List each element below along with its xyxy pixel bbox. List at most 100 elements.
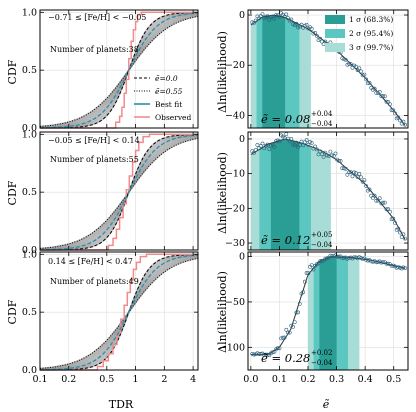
sample-point <box>306 142 311 147</box>
sample-point <box>352 255 357 260</box>
legend-best-fit: Best fit <box>155 100 182 109</box>
sample-point <box>318 36 323 41</box>
sample-point <box>286 330 290 335</box>
sample-point <box>279 336 284 341</box>
model-curve <box>39 13 199 129</box>
sample-point <box>319 258 324 263</box>
legend-sigma1: 1 σ (68.3%) <box>349 15 393 24</box>
result-minus-3: −0.04 <box>311 359 333 367</box>
y-tick-label: 0.0 <box>22 365 37 376</box>
sample-point <box>274 13 279 18</box>
model-curve <box>40 134 199 251</box>
sample-point <box>291 324 295 329</box>
sample-point <box>336 158 341 163</box>
sample-point <box>350 174 355 179</box>
observed-step <box>40 133 198 251</box>
sample-point <box>253 18 258 23</box>
x-tick-label: 0.2 <box>300 374 315 385</box>
result-2: ẽ = 0.12 +0.05 −0.04 <box>261 231 333 249</box>
result-3: ẽ = 0.28 +0.02 −0.04 <box>261 349 333 367</box>
model-curve <box>39 255 199 371</box>
sample-point <box>387 209 392 214</box>
sample-point <box>272 16 277 21</box>
sample-point <box>299 22 304 27</box>
sample-point <box>284 12 289 17</box>
sample-point <box>250 20 255 25</box>
sample-point <box>313 144 318 149</box>
model-curve <box>39 256 199 370</box>
sample-point <box>294 140 299 145</box>
best-fit-curve <box>39 254 199 371</box>
sample-point <box>401 232 406 237</box>
legend-e0: ẽ=0.0 <box>155 74 178 83</box>
y-tick-label: −50 <box>225 297 245 308</box>
sample-point <box>343 166 348 171</box>
range-label-2: −0.05 ≤ [Fe/H] < 0.14 <box>48 136 140 145</box>
sample-point <box>403 266 408 271</box>
model-curve <box>39 14 199 128</box>
sample-point <box>374 91 379 95</box>
y-tick-label: 1.0 <box>22 129 37 140</box>
best-fit-curve <box>39 134 199 251</box>
y-tick-label: 1.0 <box>22 249 37 260</box>
sample-point <box>336 254 341 259</box>
x-tick-label: 0.5 <box>99 374 114 385</box>
sample-point <box>393 220 397 225</box>
sample-point <box>301 143 306 148</box>
model-curve <box>39 256 199 370</box>
model-curve <box>39 257 199 370</box>
likelihood-panel-2: 0 −10 −20 −30 <box>225 131 409 251</box>
sample-point <box>294 310 299 315</box>
y-tick-label: 0.0 <box>22 245 37 256</box>
sample-point <box>267 17 272 22</box>
best-fit-curve <box>39 12 199 129</box>
sample-point <box>260 12 265 17</box>
sample-point <box>386 261 391 266</box>
sample-point <box>269 15 273 20</box>
sample-point <box>301 290 306 295</box>
x-tick-label: 4 <box>190 374 196 385</box>
sample-point <box>360 257 365 261</box>
sample-point <box>398 118 402 123</box>
observed-step <box>40 253 198 371</box>
legend-e055: ẽ=0.55 <box>155 87 183 96</box>
sample-point <box>311 31 316 36</box>
sample-point <box>359 175 363 180</box>
axes-frame <box>247 131 409 251</box>
result-plus-2: +0.05 <box>311 231 332 239</box>
x-tick-label: 0.0 <box>243 374 258 385</box>
sample-point <box>282 335 287 340</box>
sample-point <box>374 260 379 265</box>
sample-point <box>364 77 369 82</box>
axes-frame <box>39 251 199 371</box>
sample-point <box>319 152 324 157</box>
model-curve <box>39 15 199 128</box>
sample-point <box>342 255 346 260</box>
sample-point <box>267 147 272 152</box>
axes-frame <box>247 251 409 371</box>
sample-point <box>401 265 406 270</box>
sample-point <box>321 154 326 159</box>
x-tick-label: 0.1 <box>32 374 47 385</box>
sample-point <box>314 147 319 152</box>
model-curve <box>39 136 199 250</box>
sample-point <box>275 346 280 351</box>
x-tick-label: 0.2 <box>61 374 76 385</box>
sample-point <box>265 142 270 147</box>
x-tick-label: 0.1 <box>272 374 287 385</box>
count-label-1: Number of planets:38 <box>50 45 139 54</box>
observed-step <box>40 11 198 129</box>
sample-point <box>350 65 355 70</box>
model-curve <box>39 12 199 129</box>
count-label-3: Number of planets:49 <box>50 277 139 286</box>
result-minus-2: −0.04 <box>311 241 333 249</box>
sample-point <box>391 216 396 221</box>
y-tick-label: −20 <box>225 60 245 71</box>
result-value-2: ẽ = 0.12 <box>261 233 310 247</box>
sample-point <box>396 115 401 120</box>
ylabel-cdf-1: CDF <box>6 59 19 84</box>
sample-point <box>323 150 328 155</box>
sample-point <box>304 271 309 275</box>
sample-point <box>309 263 314 268</box>
sample-point <box>403 236 408 241</box>
